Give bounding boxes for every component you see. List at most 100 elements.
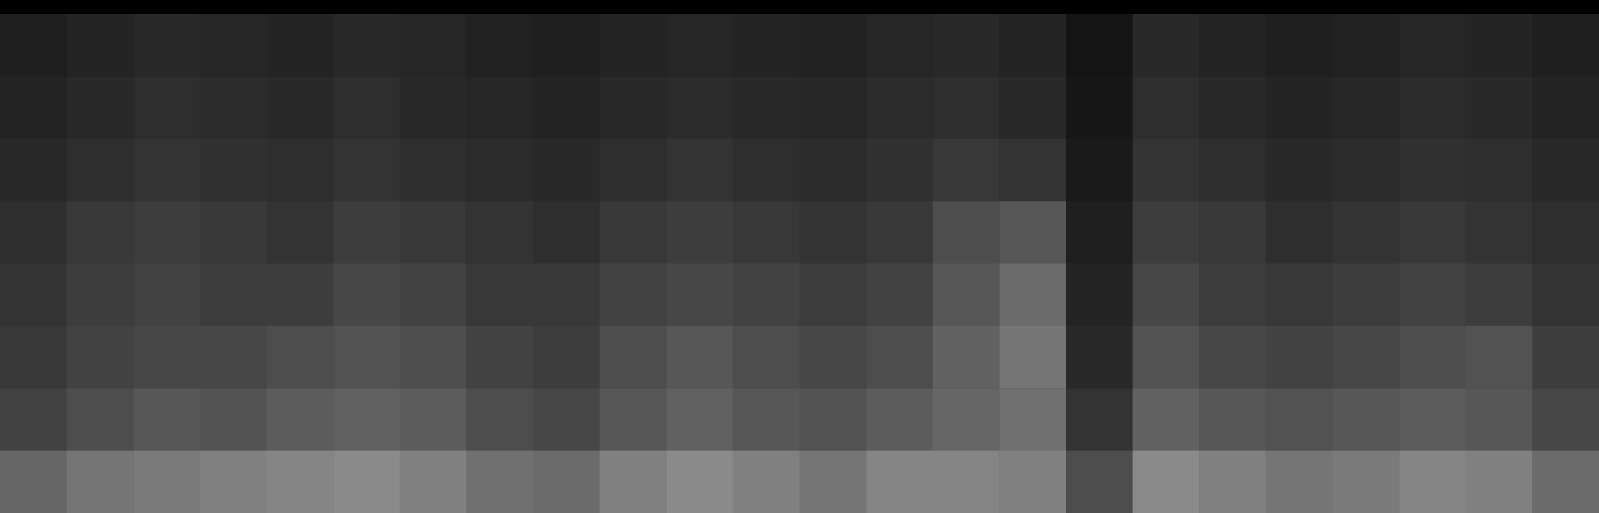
heatmap-cell (866, 264, 933, 327)
heatmap-cell (1333, 14, 1400, 77)
heatmap-cell (1399, 264, 1466, 327)
heatmap-cell (1133, 388, 1200, 451)
heatmap-cell (866, 76, 933, 139)
heatmap-cell (0, 264, 67, 327)
heatmap-cell (933, 326, 1000, 389)
heatmap-cell (67, 139, 134, 202)
heatmap-cell (800, 326, 867, 389)
heatmap-cell (1199, 451, 1266, 513)
heatmap-cell (1333, 451, 1400, 513)
heatmap-cell (1199, 201, 1266, 264)
heatmap-cell (1399, 201, 1466, 264)
heatmap-cell (800, 201, 867, 264)
heatmap-cell (1399, 14, 1466, 77)
heatmap-cell (466, 388, 533, 451)
heatmap-cell (866, 139, 933, 202)
heatmap-cell (0, 14, 67, 77)
heatmap-cell (333, 14, 400, 77)
heatmap-cell (1466, 76, 1533, 139)
heatmap-cell (1532, 76, 1599, 139)
heatmap-cell (400, 76, 467, 139)
heatmap-cell (1199, 388, 1266, 451)
heatmap-svg (0, 0, 1599, 513)
heatmap-cell (999, 139, 1066, 202)
heatmap-cell (466, 201, 533, 264)
heatmap-cell (200, 264, 267, 327)
heatmap-cell (1066, 76, 1133, 139)
heatmap-cell (1333, 326, 1400, 389)
heatmap-cell (1266, 451, 1333, 513)
heatmap-cell (200, 14, 267, 77)
heatmap-cell (1066, 388, 1133, 451)
heatmap-cell (933, 201, 1000, 264)
heatmap-cell (267, 451, 334, 513)
heatmap-cell (1133, 326, 1200, 389)
heatmap-cell (0, 201, 67, 264)
heatmap-cell (1466, 201, 1533, 264)
heatmap-cell (133, 388, 200, 451)
heatmap-cell (1399, 76, 1466, 139)
heatmap-cell (1532, 139, 1599, 202)
heatmap-cell (666, 326, 733, 389)
heatmap-cell (0, 326, 67, 389)
heatmap-cell (533, 201, 600, 264)
heatmap-cell (67, 264, 134, 327)
heatmap-cell (200, 388, 267, 451)
heatmap-cell (1466, 326, 1533, 389)
heatmap-cell (466, 76, 533, 139)
heatmap-cell (533, 451, 600, 513)
heatmap-cell (999, 201, 1066, 264)
heatmap-cell (333, 139, 400, 202)
heatmap-cell (800, 14, 867, 77)
heatmap-cell (933, 76, 1000, 139)
heatmap-cell (933, 14, 1000, 77)
heatmap-cell (533, 139, 600, 202)
heatmap-cell (400, 451, 467, 513)
heatmap-cell (733, 388, 800, 451)
heatmap-cell (67, 201, 134, 264)
heatmap-cell (466, 139, 533, 202)
heatmap-cell (400, 201, 467, 264)
heatmap-cell (600, 76, 667, 139)
heatmap-cell (1399, 326, 1466, 389)
heatmap-cell (200, 451, 267, 513)
heatmap-cell (666, 14, 733, 77)
heatmap-cell (666, 76, 733, 139)
heatmap-cell (1266, 388, 1333, 451)
heatmap-cell (733, 264, 800, 327)
heatmap-cell (267, 201, 334, 264)
heatmap-cell (600, 326, 667, 389)
heatmap-cell (933, 139, 1000, 202)
chart-container (0, 0, 1599, 513)
heatmap-cell (1133, 451, 1200, 513)
heatmap-cell (1466, 264, 1533, 327)
heatmap-cell (400, 14, 467, 77)
heatmap-cell (1133, 264, 1200, 327)
heatmap-cell (1199, 139, 1266, 202)
heatmap-cell (800, 451, 867, 513)
heatmap-cell (600, 201, 667, 264)
heatmap-cell (0, 139, 67, 202)
heatmap-cell (666, 201, 733, 264)
heatmap-cell (267, 14, 334, 77)
heatmap-cell (400, 139, 467, 202)
heatmap-cell (999, 388, 1066, 451)
heatmap-cell (600, 451, 667, 513)
heatmap-cell (999, 14, 1066, 77)
heatmap-cell (1199, 326, 1266, 389)
heatmap-cell (133, 139, 200, 202)
heatmap-cell (1066, 14, 1133, 77)
heatmap-cell (533, 264, 600, 327)
heatmap-cell (267, 388, 334, 451)
heatmap-cell (0, 451, 67, 513)
heatmap-cell (400, 326, 467, 389)
heatmap-cell (1133, 76, 1200, 139)
heatmap-cell (533, 14, 600, 77)
heatmap-cell (666, 139, 733, 202)
heatmap-cell (800, 139, 867, 202)
heatmap-cell (400, 264, 467, 327)
heatmap-cell (1466, 14, 1533, 77)
heatmap-cell (800, 76, 867, 139)
heatmap-cell (1066, 264, 1133, 327)
heatmap-cell (733, 139, 800, 202)
